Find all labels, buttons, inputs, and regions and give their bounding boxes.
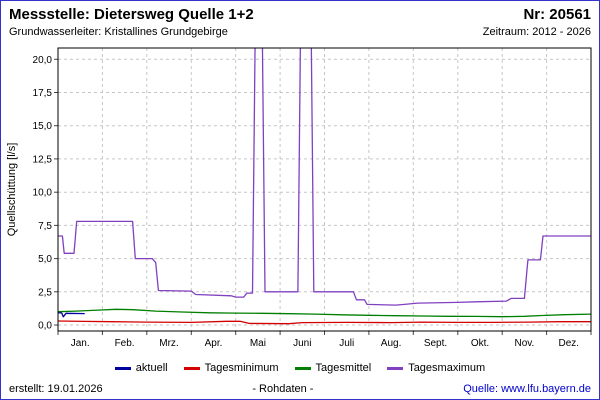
y-axis-label: Quellschüttung [l/s] [6, 143, 18, 237]
y-tick-label: 17,5 [33, 88, 53, 99]
month-label: Feb. [115, 338, 135, 349]
month-label: Okt. [471, 338, 489, 349]
y-tick-label: 7,5 [38, 221, 52, 232]
series-line-Tagesmaximum [58, 48, 591, 306]
legend-swatch [294, 366, 311, 370]
y-tick-label: 2,5 [38, 287, 52, 298]
period-label: Zeitraum: 2012 - 2026 [482, 26, 591, 38]
y-tick-label: 12,5 [33, 154, 53, 165]
chart-legend: aktuell Tagesminimum Tagesmittel Tagesmaxim… [1, 362, 599, 374]
source-link[interactable]: Quelle: www.lfu.bayern.de [463, 383, 591, 395]
month-label: Jan. [71, 338, 90, 349]
series-line-Tagesmittel [58, 308, 591, 318]
month-label: Juli [339, 338, 354, 349]
report-footer: erstellt: 19.01.2026 - Rohdaten - Quelle… [9, 383, 591, 395]
series-line-Tagesminimum [58, 320, 591, 325]
month-label: Mai [250, 338, 266, 349]
legend-item-Tagesminimum: Tagesminimum [183, 362, 279, 374]
spring-discharge-chart: 0,0 2,5 5,0 7,5 10,0 12,5 15,0 17,5 20,0 Jan. Feb.… [6, 47, 592, 349]
station-number: Nr: 20561 [523, 6, 591, 23]
legend-swatch [183, 366, 200, 370]
y-tick-label: 5,0 [38, 254, 52, 265]
month-label: Mrz. [159, 338, 178, 349]
legend-swatch [114, 366, 131, 370]
created-date: erstellt: 19.01.2026 [9, 383, 103, 395]
legend-swatch [387, 366, 404, 370]
report-header: Messstelle: Dietersweg Quelle 1+2 Nr: 20… [9, 6, 591, 38]
month-label: Sept. [424, 338, 447, 349]
legend-item-Tagesmittel: Tagesmittel [294, 362, 372, 374]
month-label: Juni [293, 338, 311, 349]
legend-item-aktuell: aktuell [114, 362, 168, 374]
legend-label: Tagesmittel [315, 362, 372, 374]
legend-label: aktuell [135, 362, 168, 374]
page-title: Messstelle: Dietersweg Quelle 1+2 [9, 6, 254, 23]
series-line-aktuell [58, 312, 85, 318]
data-type-label: - Rohdaten - [252, 383, 314, 395]
legend-label: Tagesmaximum [408, 362, 486, 374]
legend-label: Tagesminimum [204, 362, 279, 374]
y-tick-label: 20,0 [33, 55, 53, 66]
y-tick-label: 10,0 [33, 188, 53, 199]
plot-frame [57, 47, 592, 332]
month-label: Aug. [381, 338, 402, 349]
month-label: Dez. [559, 338, 580, 349]
legend-item-Tagesmaximum: Tagesmaximum [387, 362, 485, 374]
month-label: Apr. [205, 338, 223, 349]
month-label: Nov. [514, 338, 534, 349]
y-tick-label: 0,0 [38, 321, 52, 332]
y-tick-label: 15,0 [33, 121, 53, 132]
aquifer-label: Grundwasserleiter: Kristallines Grundgeb… [9, 26, 228, 38]
